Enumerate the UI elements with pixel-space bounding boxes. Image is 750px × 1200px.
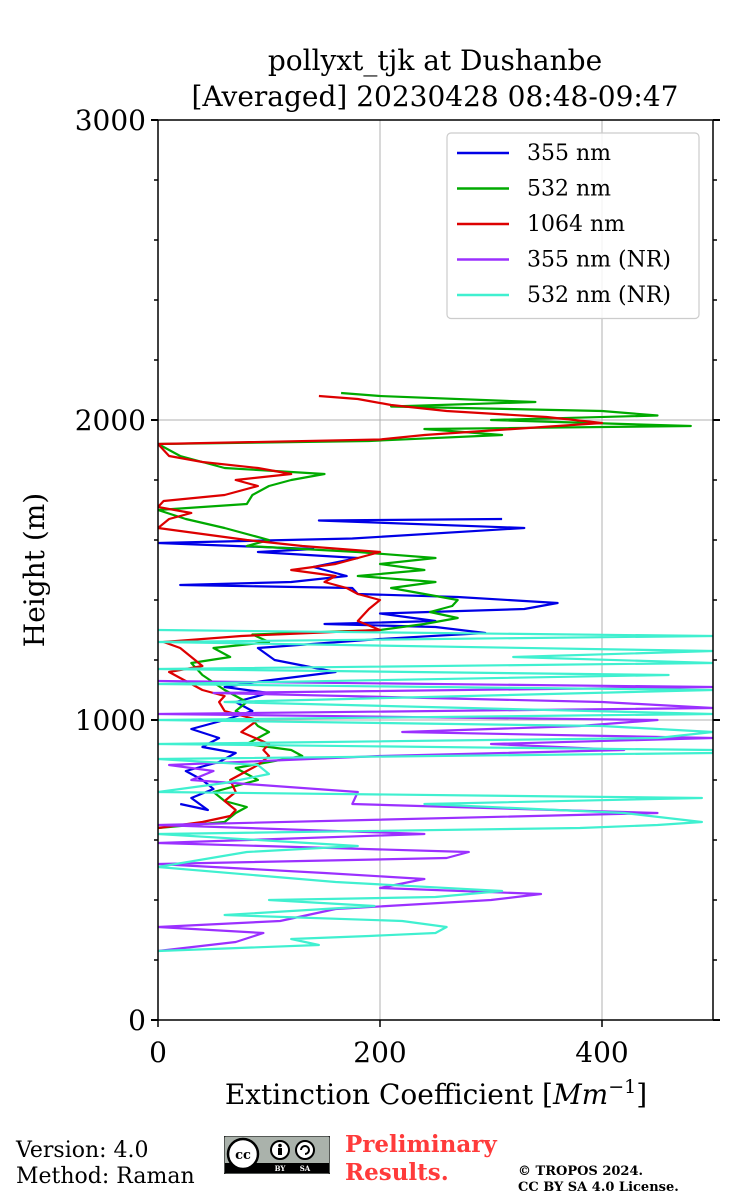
y-tick-label: 3000: [75, 104, 146, 137]
extinction-profile-chart: pollyxt_tjk at Dushanbe [Averaged] 20230…: [18, 44, 720, 1111]
legend-label: 532 nm (NR): [527, 283, 671, 308]
x-axis-label-unit: Mm: [552, 1078, 608, 1111]
plot-area: [158, 391, 713, 953]
x-tick-label: 0: [149, 1036, 167, 1069]
x-axis-label-exponent: −1: [608, 1076, 636, 1098]
legend: 355 nm 532 nm 1064 nm 355 nm (NR) 532 nm (NR…: [446, 132, 700, 320]
sa-share-alike-icon: [295, 1140, 315, 1160]
y-tick-label: 1000: [75, 704, 146, 737]
x-tick-label: 200: [353, 1036, 406, 1069]
cc-icon: [226, 1137, 260, 1171]
x-tick-label: 400: [575, 1036, 628, 1069]
y-tick-label: 2000: [75, 404, 146, 437]
version-text: Version: 4.0: [16, 1138, 149, 1163]
x-axis-label-close: ]: [636, 1078, 647, 1111]
series-line-5: [158, 628, 713, 953]
legend-label: 532 nm: [527, 177, 611, 202]
series-line-3: [158, 394, 604, 830]
badge-sa-label: SA: [300, 1164, 311, 1173]
legend-label: 355 nm: [527, 141, 611, 166]
y-axis-label: Height (m): [18, 493, 51, 647]
preliminary-label: Preliminary: [345, 1131, 497, 1158]
method-text: Method: Raman: [16, 1164, 195, 1189]
x-axis-label: Extinction Coefficient [Mm−1]: [225, 1076, 647, 1111]
chart-subtitle: [Averaged] 20230428 08:48-09:47: [192, 80, 679, 113]
axis-ticks: 0 200 400 0 1000 2000 3000: [75, 104, 720, 1069]
legend-label: 355 nm (NR): [527, 248, 671, 273]
plot-frame: [157, 119, 714, 1021]
svg-text:cc: cc: [235, 1148, 251, 1163]
license-text: CC BY SA 4.0 License.: [518, 1180, 679, 1195]
y-tick-label: 0: [128, 1004, 146, 1037]
badge-by-label: BY: [275, 1164, 287, 1173]
legend-label: 1064 nm: [527, 212, 625, 237]
x-axis-label-text: Extinction Coefficient [: [225, 1078, 553, 1111]
chart-title: pollyxt_tjk at Dushanbe: [268, 44, 602, 77]
cc-by-sa-license-badge: cc BY SA: [224, 1136, 330, 1174]
legend-box: [446, 132, 700, 320]
preliminary-results-label: Results.: [345, 1159, 449, 1186]
copyright-text: © TROPOS 2024.: [518, 1164, 644, 1179]
